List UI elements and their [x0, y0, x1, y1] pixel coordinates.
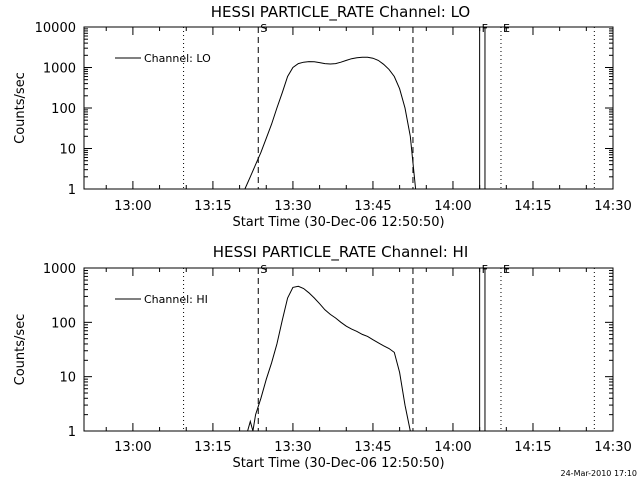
panel-0: HESSI PARTICLE_RATE Channel: LO 13:00 13:1…	[13, 3, 632, 230]
marker-label: E	[503, 263, 510, 276]
x-tick-label: 14:30	[594, 199, 631, 214]
y-axis-label: Counts/sec	[13, 314, 28, 386]
x-tick-label: 14:00	[434, 440, 471, 455]
chart-title: HESSI PARTICLE_RATE Channel: HI	[213, 243, 469, 262]
x-tick-label: 13:30	[274, 440, 311, 455]
x-tick-label: 14:15	[514, 199, 551, 214]
y-tick-label: 1	[68, 425, 76, 440]
y-tick-label: 100	[51, 316, 76, 331]
marker-label: S	[260, 263, 267, 276]
y-tick-label: 1000	[43, 62, 76, 77]
y-tick-label: 10	[59, 371, 76, 386]
plot-frame	[83, 267, 614, 432]
x-axis-label: Start Time (30-Dec-06 12:50:50)	[232, 456, 444, 471]
x-tick-label: 14:15	[514, 440, 551, 455]
series-line	[244, 56, 417, 190]
y-tick-label: 10	[59, 143, 76, 158]
y-tick-label: 100	[51, 102, 76, 117]
chart-title: HESSI PARTICLE_RATE Channel: LO	[211, 3, 470, 22]
x-axis-label: Start Time (30-Dec-06 12:50:50)	[232, 215, 444, 230]
panel-1: HESSI PARTICLE_RATE Channel: HI 13:00 13:1…	[13, 243, 632, 471]
x-tick-label: 13:45	[354, 440, 391, 455]
y-tick-label: 1000	[43, 262, 76, 277]
legend-label: Channel: LO	[144, 52, 211, 65]
x-tick-label: 13:45	[354, 199, 391, 214]
timestamp: 24-Mar-2010 17:10	[561, 469, 638, 478]
marker-label: S	[260, 22, 267, 35]
legend-label: Channel: HI	[144, 293, 208, 306]
y-tick-label: 1	[68, 183, 76, 198]
y-tick-label: 10000	[35, 21, 76, 36]
x-tick-label: 13:15	[194, 199, 231, 214]
y-axis-label: Counts/sec	[13, 72, 28, 144]
x-tick-label: 13:00	[114, 199, 151, 214]
series-line	[247, 285, 411, 432]
marker-label: E	[503, 22, 510, 35]
x-tick-label: 13:15	[194, 440, 231, 455]
x-tick-label: 14:30	[594, 440, 631, 455]
x-tick-label: 14:00	[434, 199, 471, 214]
x-tick-label: 13:30	[274, 199, 311, 214]
x-tick-label: 13:00	[114, 440, 151, 455]
